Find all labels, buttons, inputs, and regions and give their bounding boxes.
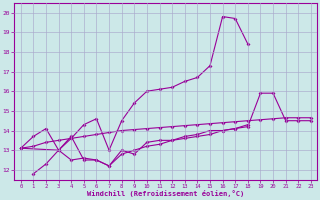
X-axis label: Windchill (Refroidissement éolien,°C): Windchill (Refroidissement éolien,°C): [87, 190, 244, 197]
